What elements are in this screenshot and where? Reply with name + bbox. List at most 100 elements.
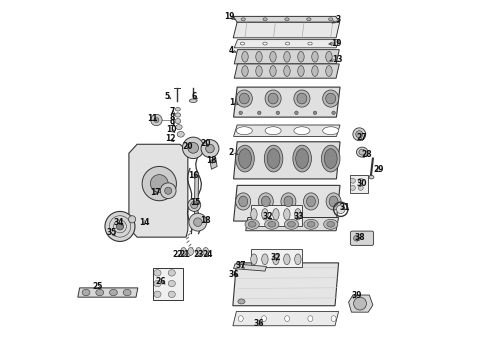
Ellipse shape xyxy=(308,42,312,45)
Ellipse shape xyxy=(294,127,310,135)
Text: 31: 31 xyxy=(340,203,350,212)
Ellipse shape xyxy=(256,66,262,76)
Ellipse shape xyxy=(236,193,251,210)
Ellipse shape xyxy=(307,18,311,21)
Ellipse shape xyxy=(321,145,340,172)
Ellipse shape xyxy=(258,111,261,114)
Ellipse shape xyxy=(284,254,290,265)
Ellipse shape xyxy=(297,93,307,104)
Ellipse shape xyxy=(285,42,290,45)
Text: 20: 20 xyxy=(183,141,193,150)
Ellipse shape xyxy=(294,254,301,265)
Ellipse shape xyxy=(326,93,336,104)
Ellipse shape xyxy=(284,66,290,76)
Ellipse shape xyxy=(239,111,243,114)
Ellipse shape xyxy=(285,18,289,21)
Ellipse shape xyxy=(272,254,279,265)
Text: 18: 18 xyxy=(206,156,217,165)
Ellipse shape xyxy=(154,270,161,276)
Text: 26: 26 xyxy=(156,277,166,286)
Ellipse shape xyxy=(242,51,248,62)
Ellipse shape xyxy=(294,208,301,220)
Text: 32: 32 xyxy=(270,253,281,262)
Circle shape xyxy=(337,205,345,213)
Text: 23: 23 xyxy=(194,250,204,259)
Text: 12: 12 xyxy=(166,134,176,143)
Ellipse shape xyxy=(293,145,312,172)
Ellipse shape xyxy=(175,118,181,123)
Circle shape xyxy=(151,114,162,126)
Text: 27: 27 xyxy=(357,132,368,141)
Ellipse shape xyxy=(359,149,366,155)
Ellipse shape xyxy=(248,221,256,227)
Text: 37: 37 xyxy=(235,261,246,270)
Ellipse shape xyxy=(177,131,184,137)
Ellipse shape xyxy=(281,193,296,210)
Polygon shape xyxy=(233,263,339,306)
Ellipse shape xyxy=(324,149,337,168)
Bar xyxy=(153,268,183,300)
Ellipse shape xyxy=(188,248,194,255)
Polygon shape xyxy=(78,288,138,297)
Polygon shape xyxy=(194,173,198,221)
Ellipse shape xyxy=(303,193,318,210)
Ellipse shape xyxy=(123,289,131,296)
Text: 22: 22 xyxy=(172,250,182,259)
Ellipse shape xyxy=(267,149,280,168)
Ellipse shape xyxy=(245,219,259,229)
Text: 19: 19 xyxy=(223,12,234,21)
Ellipse shape xyxy=(241,42,245,45)
Ellipse shape xyxy=(326,51,332,62)
Ellipse shape xyxy=(96,289,104,296)
Ellipse shape xyxy=(262,254,268,265)
Ellipse shape xyxy=(284,208,290,220)
Ellipse shape xyxy=(307,221,315,227)
Text: 25: 25 xyxy=(93,282,103,291)
Circle shape xyxy=(354,235,359,241)
Circle shape xyxy=(160,183,176,199)
Ellipse shape xyxy=(263,42,267,45)
Ellipse shape xyxy=(312,51,318,62)
Circle shape xyxy=(189,213,207,231)
Text: 5: 5 xyxy=(165,91,170,100)
Text: 13: 13 xyxy=(332,55,343,64)
Polygon shape xyxy=(233,22,340,38)
Text: 35: 35 xyxy=(107,228,117,237)
Ellipse shape xyxy=(239,196,247,207)
Polygon shape xyxy=(234,50,339,64)
Bar xyxy=(250,249,302,267)
Ellipse shape xyxy=(203,248,209,255)
Text: 7: 7 xyxy=(169,107,174,116)
Ellipse shape xyxy=(261,196,270,207)
Ellipse shape xyxy=(238,299,245,304)
Ellipse shape xyxy=(298,66,304,76)
Text: 15: 15 xyxy=(191,198,201,207)
Polygon shape xyxy=(234,87,340,117)
Text: 1: 1 xyxy=(229,98,234,107)
Ellipse shape xyxy=(330,42,335,45)
Polygon shape xyxy=(210,158,217,169)
Ellipse shape xyxy=(264,145,283,172)
Text: 14: 14 xyxy=(139,218,149,227)
Polygon shape xyxy=(233,17,340,22)
Text: 17: 17 xyxy=(149,188,160,197)
Text: 4: 4 xyxy=(229,46,234,55)
Circle shape xyxy=(356,131,363,138)
Ellipse shape xyxy=(358,185,363,190)
Ellipse shape xyxy=(236,90,252,107)
Ellipse shape xyxy=(168,270,175,276)
Ellipse shape xyxy=(356,147,368,157)
Text: 2: 2 xyxy=(229,148,234,157)
Text: 19: 19 xyxy=(331,39,342,48)
Ellipse shape xyxy=(350,185,355,190)
Text: 36: 36 xyxy=(228,270,239,279)
Bar xyxy=(250,205,302,226)
Ellipse shape xyxy=(196,248,201,255)
Text: 36: 36 xyxy=(253,319,264,328)
Ellipse shape xyxy=(154,291,161,297)
Polygon shape xyxy=(234,64,339,78)
Text: 32: 32 xyxy=(263,212,273,221)
Polygon shape xyxy=(233,311,339,326)
Ellipse shape xyxy=(251,208,257,220)
Ellipse shape xyxy=(242,66,248,76)
